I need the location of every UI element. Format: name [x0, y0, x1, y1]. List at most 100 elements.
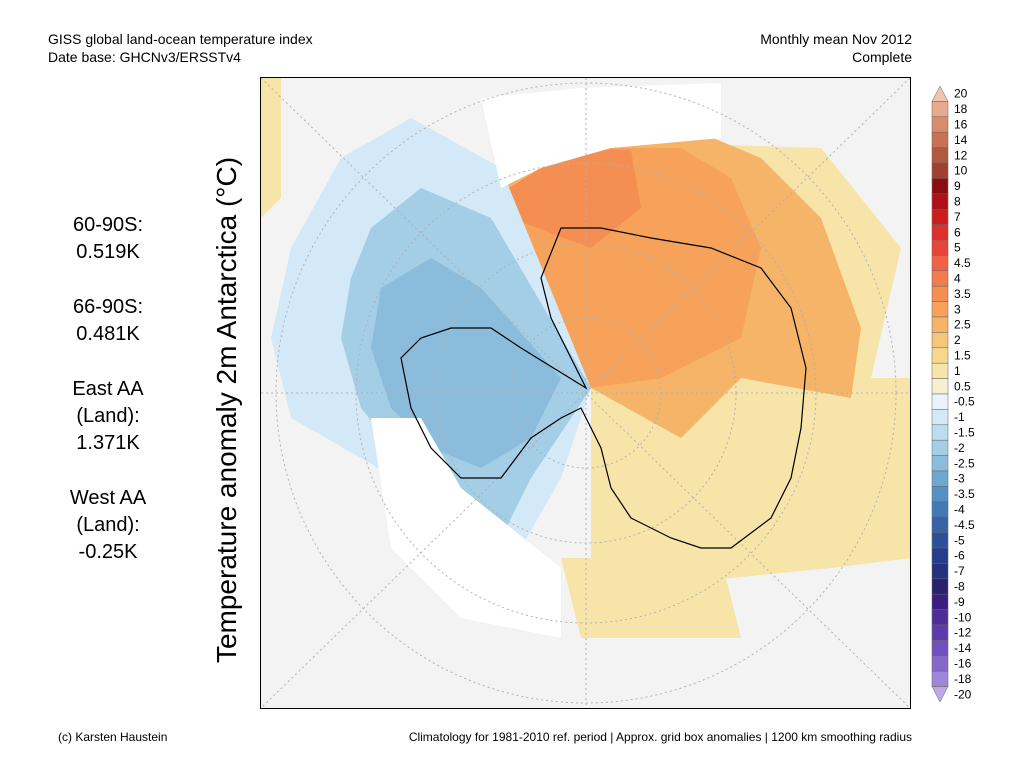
colorbar-label: 4	[954, 272, 961, 286]
colorbar-label: 5	[954, 241, 961, 255]
missing-data	[371, 418, 561, 638]
colorbar-label: -7	[954, 564, 965, 578]
colorbar-swatch	[931, 162, 949, 179]
missing-data	[481, 83, 721, 188]
stat-label: West AA (Land):	[69, 487, 147, 536]
stat-value: 1.371K	[76, 432, 140, 454]
colorbar-label: -2	[954, 441, 965, 455]
graticule	[261, 78, 910, 708]
colorbar-label: -4	[954, 503, 965, 517]
colorbar-swatch	[931, 193, 949, 210]
colorbar-label: 16	[954, 118, 968, 132]
colorbar-label: 2	[954, 333, 961, 347]
colorbar-swatch	[931, 578, 949, 595]
stat-60-90s: 60-90S: 0.519K	[58, 212, 158, 266]
colorbar-label: 0.5	[954, 379, 971, 393]
header-right: Monthly mean Nov 2012 Complete	[760, 30, 912, 66]
colorbar-swatch	[931, 255, 949, 272]
colorbar-label: 8	[954, 195, 961, 209]
colorbar-swatch	[931, 439, 949, 456]
period-label: Monthly mean Nov 2012	[760, 31, 912, 47]
colorbar-label: -4.5	[954, 518, 975, 532]
index-title: GISS global land-ocean temperature index	[48, 31, 313, 47]
header-left: GISS global land-ocean temperature index…	[48, 30, 313, 66]
colorbar-swatch	[931, 501, 949, 518]
colorbar-swatch	[931, 409, 949, 426]
colorbar-swatch	[931, 486, 949, 503]
stat-east-aa: East AA (Land): 1.371K	[58, 376, 158, 457]
stat-label: 66-90S:	[72, 296, 144, 318]
polar-map	[260, 77, 911, 709]
colorbar-label: 14	[954, 133, 968, 147]
stat-value: -0.25K	[78, 541, 138, 563]
colorbar-swatch	[931, 393, 949, 410]
colorbar-swatch	[931, 208, 949, 225]
colorbar-swatch	[931, 86, 949, 102]
antarctic-anomaly-map	[261, 78, 910, 708]
colorbar-label: -9	[954, 595, 965, 609]
colorbar-swatch	[931, 547, 949, 564]
colorbar-swatch	[931, 239, 949, 256]
colorbar-swatch	[931, 655, 949, 672]
stat-west-aa: West AA (Land): -0.25K	[58, 485, 158, 566]
mild-sector	[561, 558, 741, 638]
colorbar-swatch	[931, 593, 949, 610]
colorbar-swatch	[931, 624, 949, 641]
colorbar-label: -1	[954, 410, 965, 424]
stat-value: 0.519K	[76, 241, 140, 263]
warm-sector-peak	[501, 148, 641, 248]
colorbar-swatch	[931, 424, 949, 441]
colorbar-label: 18	[954, 102, 968, 116]
colorbar-label: -5	[954, 533, 965, 547]
colorbar-swatch	[931, 347, 949, 364]
colorbar-swatch	[931, 532, 949, 549]
colorbar-swatch	[931, 316, 949, 333]
colorbar-label: 12	[954, 148, 968, 162]
colorbar-label: 3	[954, 302, 961, 316]
colorbar-label: -1.5	[954, 426, 975, 440]
colorbar-swatch	[931, 362, 949, 379]
colorbar-label: -6	[954, 549, 965, 563]
colorbar-swatch	[931, 470, 949, 487]
colorbar-label: 7	[954, 210, 961, 224]
colorbar-label: -0.5	[954, 395, 975, 409]
completeness-label: Complete	[852, 49, 912, 65]
colorbar-swatch	[931, 131, 949, 148]
colorbar-label: -12	[954, 626, 972, 640]
methodology-note: Climatology for 1981-2010 ref. period | …	[408, 730, 912, 744]
database-label: Date base: GHCNv3/ERSSTv4	[48, 49, 241, 65]
colorbar-swatch	[931, 224, 949, 241]
stat-66-90s: 66-90S: 0.481K	[58, 294, 158, 348]
stat-label: 60-90S:	[72, 214, 144, 236]
cool-sector-core	[371, 258, 561, 468]
colorbar-swatch	[931, 378, 949, 395]
colorbar-swatch	[931, 609, 949, 626]
colorbar-label: 20	[954, 87, 968, 101]
colorbar-label: 1.5	[954, 349, 971, 363]
colorbar-label: -2.5	[954, 456, 975, 470]
mild-sector	[261, 78, 281, 218]
colorbar-label: 2.5	[954, 318, 971, 332]
colorbar-label: -20	[954, 687, 972, 701]
colorbar-swatch	[931, 147, 949, 164]
colorbar-label: 6	[954, 225, 961, 239]
colorbar-label: 4.5	[954, 256, 971, 270]
colorbar-label: -3	[954, 472, 965, 486]
colorbar-swatch	[931, 640, 949, 657]
colorbar-label: -14	[954, 641, 972, 655]
stat-value: 0.481K	[76, 323, 140, 345]
colorbar-label: 1	[954, 364, 961, 378]
colorbar-swatch	[931, 455, 949, 472]
colorbar-swatch	[931, 332, 949, 349]
colorbar-swatch	[931, 686, 949, 702]
colorbar-label: 3.5	[954, 287, 971, 301]
stat-label: East AA (Land):	[72, 378, 144, 427]
colorbar-swatch	[931, 670, 949, 687]
colorbar-label: 10	[954, 164, 968, 178]
colorbar-label: -8	[954, 580, 965, 594]
colorbar-swatch	[931, 563, 949, 580]
colorbar-label: -3.5	[954, 487, 975, 501]
y-axis-label: Temperature anomaly 2m Antarctica (°C)	[211, 156, 242, 664]
colorbar-swatch	[931, 116, 949, 133]
